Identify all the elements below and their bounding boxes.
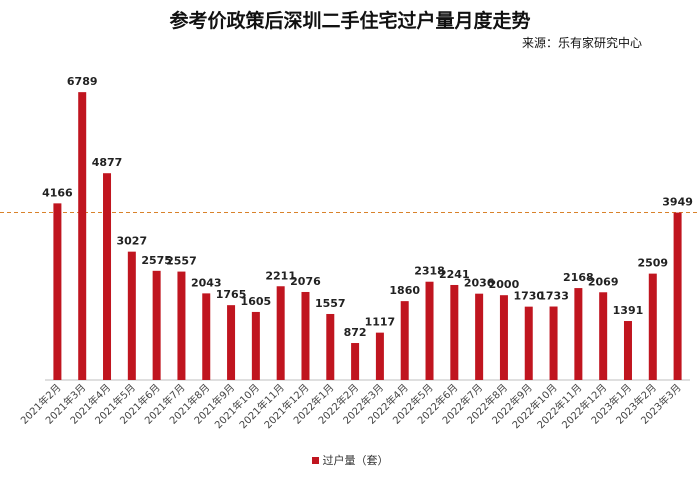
bar (599, 292, 608, 380)
bar-value-label: 2211 (265, 269, 296, 282)
bar (152, 270, 161, 380)
bar (524, 306, 533, 380)
bar (623, 321, 632, 380)
bar-value-label: 2318 (414, 265, 445, 278)
bar (301, 291, 310, 380)
source-note: 来源：乐有家研究中心 (521, 36, 642, 50)
bar (103, 173, 112, 380)
bar (177, 271, 186, 380)
bar-value-label: 2168 (563, 271, 594, 284)
bar (648, 273, 657, 380)
bar-value-label: 2043 (191, 276, 222, 289)
bar (450, 284, 459, 380)
bar-value-label: 1391 (613, 304, 644, 317)
bar-value-label: 2000 (489, 278, 520, 291)
bar (53, 203, 62, 380)
bar-value-label: 2036 (464, 277, 495, 290)
bar-value-label: 2575 (141, 254, 172, 267)
bar (673, 212, 682, 380)
bar-value-label: 4877 (92, 156, 123, 169)
bar-value-label: 2557 (166, 255, 197, 268)
bar (574, 288, 583, 380)
bar (549, 306, 558, 380)
legend-swatch (311, 457, 319, 464)
bar-value-label: 2241 (439, 268, 470, 281)
bar (351, 343, 360, 380)
bar (400, 301, 409, 380)
legend-label: 过户量（套） (322, 454, 389, 467)
bar-value-label: 1117 (365, 316, 396, 329)
bar-value-label: 1730 (513, 290, 544, 303)
bar-value-label: 6789 (67, 75, 98, 88)
bar (276, 286, 285, 380)
bar (375, 332, 384, 380)
legend: 过户量（套） (0, 452, 700, 468)
bar (425, 281, 434, 380)
bar-value-label: 872 (344, 326, 367, 339)
bar (251, 311, 260, 380)
bar-value-label: 1765 (216, 288, 247, 301)
bar (326, 313, 335, 380)
bar (475, 293, 484, 380)
bar-value-label: 1733 (538, 290, 569, 303)
bar-value-label: 3027 (117, 235, 148, 248)
bar-value-label: 4166 (42, 186, 73, 199)
bar (202, 293, 211, 380)
bar-value-label: 1557 (315, 297, 346, 310)
bar (227, 305, 236, 380)
bar (78, 92, 87, 381)
bar-value-label: 2069 (588, 275, 619, 288)
bar (499, 295, 508, 380)
bar-value-label: 3949 (662, 196, 693, 209)
bar-value-label: 2509 (637, 257, 668, 270)
bar-value-label: 2076 (290, 275, 321, 288)
bar-value-label: 1605 (241, 295, 272, 308)
bar (127, 251, 136, 380)
chart-title: 参考价政策后深圳二手住宅过户量月度走势 (169, 10, 531, 32)
bar-value-label: 1860 (389, 284, 420, 297)
